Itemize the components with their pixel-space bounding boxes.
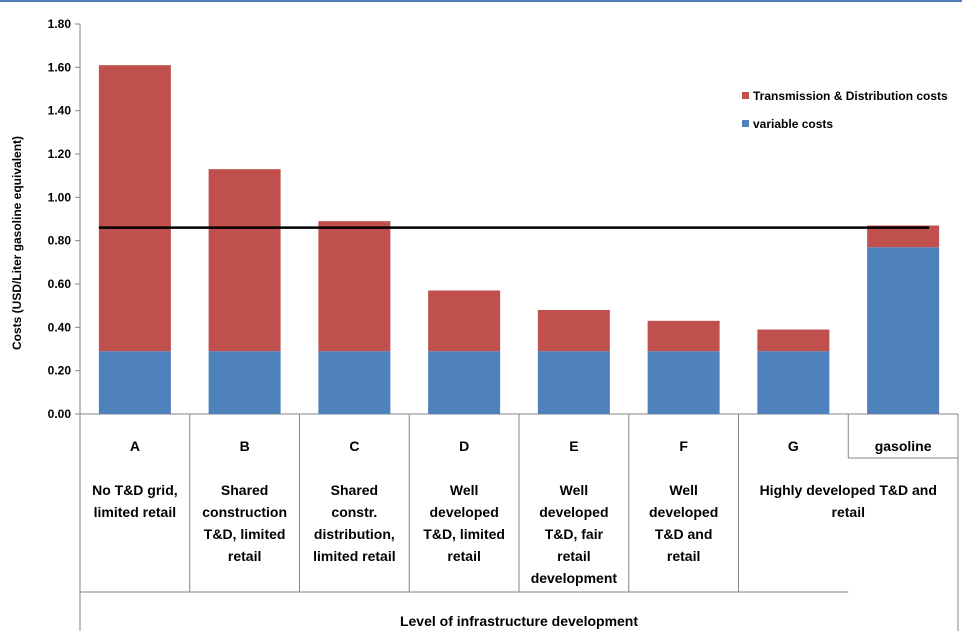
category-description-line: constr. — [331, 504, 377, 520]
category-description-line: Shared — [221, 482, 268, 498]
bar-variable-costs — [428, 351, 501, 414]
bar-variable-costs — [537, 351, 610, 414]
legend-swatch-variable — [742, 120, 749, 127]
category-description-line: retail — [228, 548, 261, 564]
category-description-line: Shared — [331, 482, 378, 498]
bar-td-costs — [867, 225, 940, 248]
bar-variable-costs — [757, 351, 830, 414]
category-label: gasoline — [875, 438, 932, 454]
y-tick-label: 1.80 — [48, 17, 72, 31]
category-description-line: retail — [667, 548, 700, 564]
bar-td-costs — [98, 65, 171, 352]
y-tick-label: 1.60 — [48, 60, 72, 74]
category-description-line: development — [531, 570, 618, 586]
category-description-line: T&D and — [655, 526, 713, 542]
category-description-line: developed — [539, 504, 608, 520]
bar-td-costs — [318, 221, 391, 352]
category-description-line: construction — [202, 504, 287, 520]
plot-area: 0.00 0.20 0.40 0.60 0.80 1.00 1.20 1.40 1.60 1.80… — [48, 17, 959, 631]
category-description-line: limited retail — [94, 504, 176, 520]
category-description-line: Highly developed T&D and — [760, 482, 937, 498]
category-description-line: retail — [447, 548, 480, 564]
y-tick-label: 0.60 — [48, 277, 72, 291]
category-description-line: limited retail — [313, 548, 395, 564]
legend-label-td: Transmission & Distribution costs — [753, 89, 948, 103]
y-tick-label: 0.20 — [48, 364, 72, 378]
category-label: D — [459, 438, 469, 454]
bar-variable-costs — [318, 351, 391, 414]
category-description-line: Well — [560, 482, 589, 498]
category-description-line: No T&D grid, — [92, 482, 178, 498]
bar-variable-costs — [98, 351, 171, 414]
legend-label-variable: variable costs — [753, 117, 833, 131]
category-label: G — [788, 438, 799, 454]
category-description-line: developed — [430, 504, 499, 520]
category-label: E — [569, 438, 578, 454]
category-description-line: Well — [669, 482, 698, 498]
legend: Transmission & Distribution costs variab… — [742, 89, 948, 131]
bar-td-costs — [647, 320, 720, 352]
bar-variable-costs — [208, 351, 281, 414]
category-label: F — [679, 438, 688, 454]
y-tick-label: 0.40 — [48, 320, 72, 334]
category-description-line: developed — [649, 504, 718, 520]
category-description-line: T&D, limited — [423, 526, 505, 542]
category-description-line: T&D, limited — [204, 526, 286, 542]
bar-variable-costs — [867, 247, 940, 414]
category-description-line: T&D, fair — [545, 526, 604, 542]
legend-swatch-td — [742, 92, 749, 99]
y-tick-label: 0.00 — [48, 407, 72, 421]
x-axis-title: Level of infrastructure development — [400, 613, 638, 629]
bar-td-costs — [428, 290, 501, 352]
bar-td-costs — [537, 310, 610, 352]
category-description-line: retail — [557, 548, 590, 564]
bar-td-costs — [757, 329, 830, 352]
y-tick-label: 1.20 — [48, 147, 72, 161]
category-label: C — [349, 438, 359, 454]
y-tick-label: 0.80 — [48, 234, 72, 248]
category-label: A — [130, 438, 140, 454]
bar-td-costs — [208, 169, 281, 352]
category-description-line: Well — [450, 482, 479, 498]
y-tick-label: 1.40 — [48, 104, 72, 118]
bar-variable-costs — [647, 351, 720, 414]
y-axis-title: Costs (USD/Liter gasoline equivalent) — [10, 136, 24, 350]
category-description-line: retail — [832, 504, 865, 520]
category-description-line: distribution, — [314, 526, 395, 542]
y-tick-label: 1.00 — [48, 190, 72, 204]
category-label: B — [240, 438, 250, 454]
